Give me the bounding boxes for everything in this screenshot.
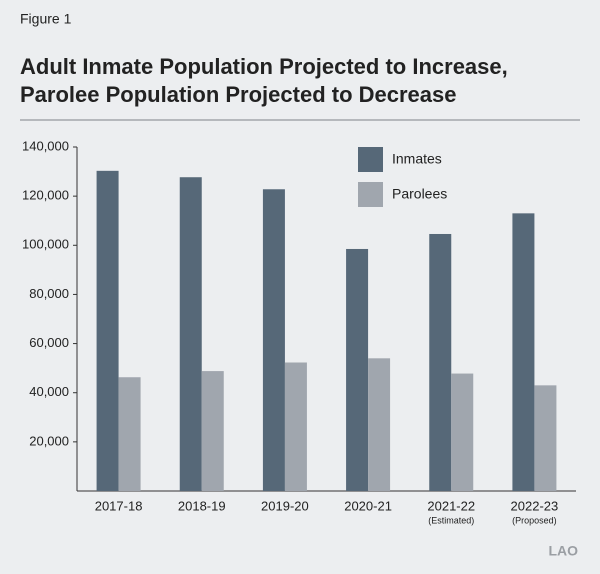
x-tick-sublabel: (Estimated) <box>428 515 474 525</box>
bar <box>346 248 369 491</box>
bar <box>284 362 307 491</box>
bar <box>118 377 141 491</box>
y-tick-label: 40,000 <box>29 384 69 399</box>
bar <box>262 189 285 491</box>
legend-label: Parolees <box>392 186 447 202</box>
bar <box>179 177 202 492</box>
x-tick-label: 2021-22 <box>427 498 475 513</box>
chart-title: Adult Inmate Population Projected to Inc… <box>20 54 508 79</box>
bar <box>512 213 535 492</box>
legend-swatch <box>358 182 383 207</box>
bar <box>368 358 391 491</box>
bar <box>201 371 224 491</box>
x-tick-label: 2022-23 <box>511 498 559 513</box>
bar <box>429 233 452 492</box>
y-tick-label: 100,000 <box>22 237 69 252</box>
y-tick-label: 140,000 <box>22 138 69 153</box>
chart-title: Parolee Population Projected to Decrease <box>20 82 456 107</box>
x-tick-label: 2020-21 <box>344 498 392 513</box>
y-tick-label: 20,000 <box>29 433 69 448</box>
bar <box>96 170 119 491</box>
y-tick-label: 60,000 <box>29 335 69 350</box>
y-tick-label: 120,000 <box>22 188 69 203</box>
x-tick-label: 2017-18 <box>95 498 143 513</box>
y-tick-label: 80,000 <box>29 286 69 301</box>
legend-label: Inmates <box>392 151 442 167</box>
logo: LAO <box>548 543 578 559</box>
bar <box>451 373 474 491</box>
figure-label: Figure 1 <box>20 11 72 27</box>
x-tick-label: 2018-19 <box>178 498 226 513</box>
x-tick-sublabel: (Proposed) <box>512 515 557 525</box>
x-tick-label: 2019-20 <box>261 498 309 513</box>
bar <box>534 385 557 491</box>
legend-swatch <box>358 147 383 172</box>
